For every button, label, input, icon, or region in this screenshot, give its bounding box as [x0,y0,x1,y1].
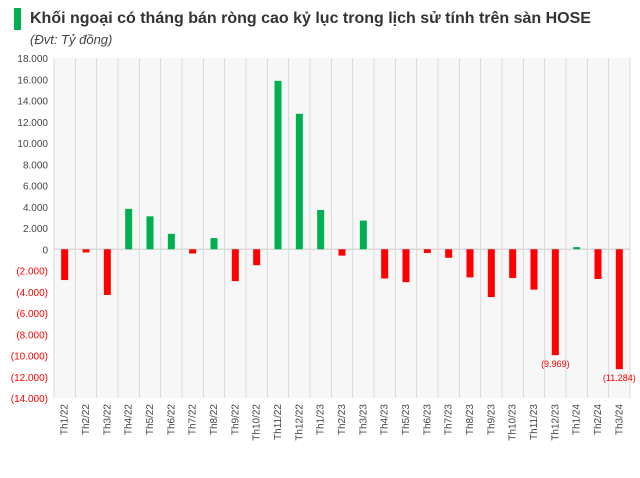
data-label: (11.284) [603,373,636,383]
y-tick-label: 16.000 [17,75,48,86]
y-tick-label: 4.000 [23,203,48,214]
x-tick-label: Th2/23 [337,404,348,436]
y-tick-label: 18.000 [17,54,48,65]
bar-th11-22 [274,80,282,250]
y-tick-label: (2.000) [16,267,48,278]
bar-th12-22 [295,113,303,250]
bar-th1-22 [61,249,69,281]
bar-th7-23 [445,249,453,258]
x-tick-label: Th7/23 [444,404,455,436]
x-tick-label: Th1/22 [60,404,71,436]
bar-th5-22 [146,216,154,250]
x-tick-label: Th5/23 [401,404,412,436]
bar-th4-22 [125,208,133,250]
bar-th1-24 [573,247,581,250]
chart-title: Khối ngoại có tháng bán ròng cao kỷ lục … [30,10,591,27]
bar-th6-22 [167,233,175,250]
y-tick-label: 10.000 [17,139,48,150]
y-tick-label: 2.000 [23,224,48,235]
x-tick-label: Th10/22 [252,404,263,441]
x-tick-label: Th2/24 [593,404,604,436]
bar-th5-23 [402,249,410,283]
bar-th11-23 [530,249,538,290]
bar-th3-23 [359,220,367,250]
bar-th2-24 [594,249,602,279]
y-tick-label: (4.000) [16,288,48,299]
x-tick-label: Th8/23 [465,404,476,436]
x-tick-label: Th5/22 [145,404,156,436]
y-tick-label: (14.000) [11,394,48,405]
x-tick-label: Th4/22 [124,404,135,436]
x-tick-label: Th12/22 [294,404,305,441]
y-tick-label: 8.000 [23,160,48,171]
x-tick-label: Th2/22 [81,404,92,436]
x-tick-label: Th11/23 [529,404,540,440]
x-tick-label: Th3/24 [614,404,625,436]
x-tick-label: Th9/23 [486,404,497,436]
y-tick-label: (10.000) [11,352,48,363]
x-tick-label: Th12/23 [550,404,561,441]
x-tick-label: Th11/22 [273,404,284,440]
y-tick-label: (6.000) [16,309,48,320]
y-tick-label: (12.000) [11,373,48,384]
x-tick-label: Th4/23 [380,404,391,436]
bar-th6-23 [423,249,431,253]
plot-area [54,58,630,398]
title-accent-bar [14,8,21,30]
bar-th4-23 [381,249,389,279]
bar-th7-22 [189,249,197,254]
y-tick-label: 14.000 [17,97,48,108]
x-tick-label: Th6/23 [422,404,433,436]
y-tick-label: 12.000 [17,118,48,129]
data-label: (9.969) [541,359,570,369]
x-tick-label: Th1/23 [316,404,327,436]
bar-th9-23 [487,249,495,298]
x-tick-label: Th9/22 [230,404,241,436]
x-tick-label: Th8/22 [209,404,220,436]
chart-subtitle: (Đvt: Tỷ đồng) [30,32,113,47]
bar-th2-23 [338,249,346,256]
x-tick-label: Th6/22 [166,404,177,436]
y-tick-label: (8.000) [16,330,48,341]
bar-th9-22 [231,249,239,282]
x-tick-label: Th7/22 [188,404,199,436]
bar-th10-23 [509,249,517,278]
bar-th2-22 [82,249,90,253]
x-tick-label: Th10/23 [508,404,519,441]
x-tick-label: Th1/24 [572,404,583,436]
bar-th3-24 [615,249,623,370]
bar-th1-23 [317,209,325,250]
x-tick-label: Th3/22 [102,404,113,436]
bar-th3-22 [103,249,111,295]
bar-th8-23 [466,249,474,278]
y-tick-label: 6.000 [23,182,48,193]
y-tick-label: 0 [42,245,48,256]
bar-th10-22 [253,249,261,266]
bar-th12-23 [551,249,559,356]
bar-th8-22 [210,238,218,250]
x-tick-label: Th3/23 [358,404,369,436]
